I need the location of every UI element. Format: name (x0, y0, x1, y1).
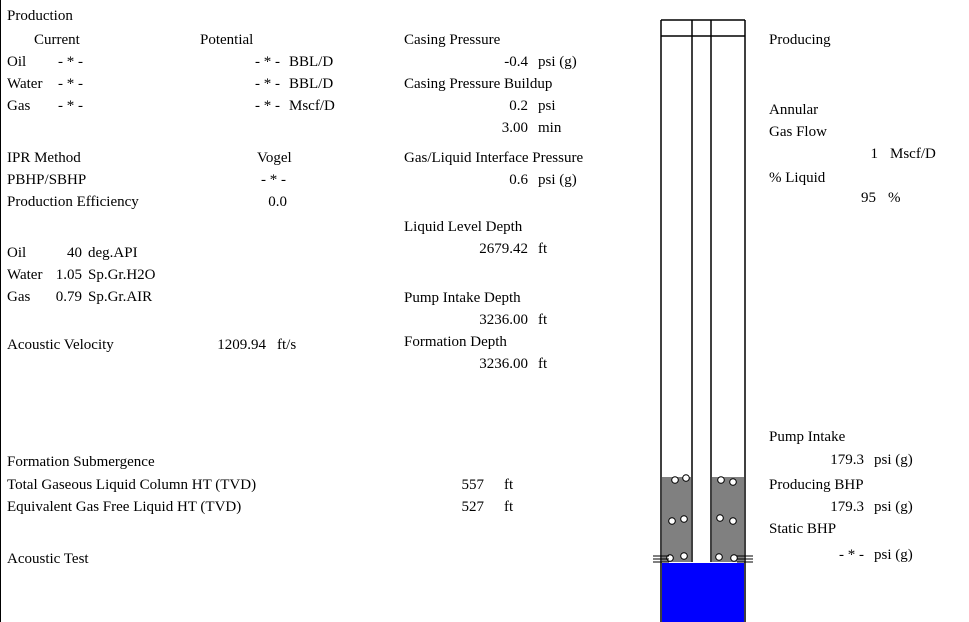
acoustic-test-label: Acoustic Test (7, 551, 89, 567)
annular-label: Annular (769, 102, 819, 118)
production-efficiency-label: Production Efficiency (7, 194, 139, 210)
casing-pressure-label: Casing Pressure (404, 32, 501, 48)
production-title: Production (7, 8, 73, 24)
formation-depth-value: 3236.00 (479, 356, 528, 372)
water-unit: BBL/D (289, 76, 334, 92)
gas-flow-unit: Mscf/D (890, 146, 936, 162)
oil-current: - * - (58, 54, 83, 70)
liquid-level-depth-unit: ft (538, 241, 548, 257)
fluid-gas-unit: Sp.Gr.AIR (88, 289, 153, 305)
total-column-label: Total Gaseous Liquid Column HT (TVD) (7, 477, 257, 493)
potential-header: Potential (200, 32, 254, 48)
equivalent-liquid-unit: ft (504, 499, 514, 515)
ipr-method-value: Vogel (257, 150, 292, 166)
total-column-unit: ft (504, 477, 514, 493)
gas-label: Gas (7, 98, 31, 114)
liquid-percent-label: % Liquid (769, 170, 826, 186)
casing-buildup-value: 0.2 (509, 98, 528, 114)
buildup-time-value: 3.00 (501, 120, 528, 136)
fluid-gas-label: Gas (7, 289, 31, 305)
gas-bubbles (666, 474, 738, 562)
formation-submergence-label: Formation Submergence (7, 454, 155, 470)
fluid-water-unit: Sp.Gr.H2O (88, 267, 156, 283)
acoustic-velocity-unit: ft/s (277, 337, 297, 353)
fluid-oil-label: Oil (7, 245, 27, 261)
producing-bhp-value: 179.3 (830, 499, 864, 515)
producing-bhp-unit: psi (g) (874, 499, 913, 515)
pbhp-sbhp-value: - * - (261, 172, 286, 188)
interface-pressure-unit: psi (g) (538, 172, 577, 188)
fluid-water-label: Water (7, 267, 43, 283)
static-bhp-label: Static BHP (769, 521, 837, 537)
oil-unit: BBL/D (289, 54, 334, 70)
oil-label: Oil (7, 54, 27, 70)
gas-unit: Mscf/D (289, 98, 335, 114)
pump-intake-depth-value: 3236.00 (479, 312, 528, 328)
gas-current: - * - (58, 98, 83, 114)
gas-flow-label: Gas Flow (769, 124, 827, 140)
ipr-method-label: IPR Method (7, 150, 81, 166)
current-header: Current (34, 32, 80, 48)
water-current: - * - (58, 76, 83, 92)
liquid-level-depth-value: 2679.42 (479, 241, 528, 257)
producing-status: Producing (769, 32, 831, 48)
fluid-gas-value: 0.79 (55, 289, 82, 305)
liquid-level-depth-label: Liquid Level Depth (404, 219, 523, 235)
left-border (0, 0, 1, 622)
gas-flow-value: 1 (870, 146, 879, 162)
formation-depth-label: Formation Depth (404, 334, 507, 350)
pump-intake-pressure-unit: psi (g) (874, 452, 913, 468)
casing-buildup-unit: psi (538, 98, 556, 114)
formation-depth-unit: ft (538, 356, 548, 372)
interface-pressure-label: Gas/Liquid Interface Pressure (404, 150, 584, 166)
casing-pressure-unit: psi (g) (538, 54, 577, 70)
static-bhp-unit: psi (g) (874, 547, 913, 563)
oil-potential: - * - (255, 54, 280, 70)
pump-intake-depth-unit: ft (538, 312, 548, 328)
producing-bhp-label: Producing BHP (769, 477, 864, 493)
total-column-value: 557 (461, 477, 485, 493)
pump-intake-pressure-value: 179.3 (830, 452, 864, 468)
production-efficiency-value: 0.0 (268, 194, 287, 210)
fluid-oil-value: 40 (67, 245, 82, 261)
casing-pressure-value: -0.4 (504, 54, 528, 70)
gas-potential: - * - (255, 98, 280, 114)
static-bhp-value: - * - (839, 547, 864, 563)
liquid-percent-unit: % (888, 190, 901, 206)
equivalent-liquid-value: 527 (461, 499, 485, 515)
casing-buildup-label: Casing Pressure Buildup (404, 76, 553, 92)
pbhp-sbhp-label: PBHP/SBHP (7, 172, 87, 188)
equivalent-liquid-label: Equivalent Gas Free Liquid HT (TVD) (7, 499, 242, 515)
acoustic-velocity-label: Acoustic Velocity (7, 337, 114, 353)
pump-intake-depth-label: Pump Intake Depth (404, 290, 521, 306)
acoustic-velocity-value: 1209.94 (217, 337, 266, 353)
perforation-marks (653, 555, 753, 563)
interface-pressure-value: 0.6 (509, 172, 528, 188)
fluid-oil-unit: deg.API (88, 245, 138, 261)
buildup-time-unit: min (538, 120, 562, 136)
liquid-percent-value: 95 (861, 190, 876, 206)
gaseous-liquid-column (662, 477, 744, 562)
liquid-below-pump (662, 563, 744, 622)
pump-intake-pressure-label: Pump Intake (769, 429, 846, 445)
fluid-water-value: 1.05 (55, 267, 82, 283)
water-potential: - * - (255, 76, 280, 92)
water-label: Water (7, 76, 43, 92)
